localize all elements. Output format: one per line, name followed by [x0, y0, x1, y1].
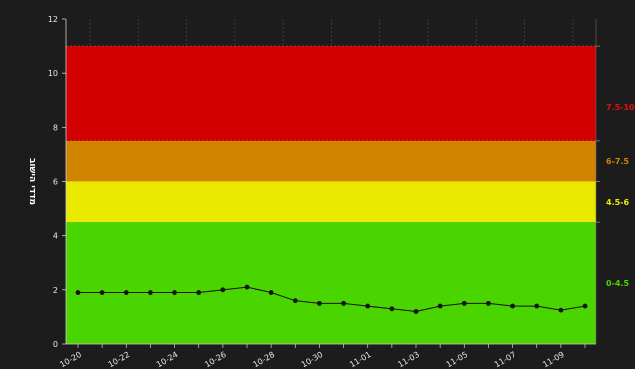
band-label-0-4.5: 0-4.5 — [606, 279, 629, 288]
data-point — [365, 303, 371, 309]
band-7.5-10 — [66, 46, 596, 141]
band-label-4.5-6: 4.5-6 — [606, 198, 629, 207]
band-4.5-6 — [66, 181, 596, 223]
data-point — [292, 298, 298, 304]
data-point — [172, 290, 177, 295]
band-0-4.5 — [66, 222, 596, 344]
y-tick-label: 8 — [53, 123, 58, 132]
labels-layer: מדדי הישוב 0-4.5 4.5-6 6-7.5 7.5-10 — [27, 103, 635, 288]
data-point — [75, 290, 81, 295]
y-tick-label: 6 — [53, 178, 58, 187]
band-6-7.5 — [66, 140, 596, 182]
band-label-6-7.5: 6-7.5 — [606, 157, 629, 166]
x-tick-label: 11-07 — [493, 350, 518, 369]
x-tick-label: 10-30 — [300, 350, 325, 369]
data-point — [317, 300, 322, 306]
data-point — [220, 287, 226, 293]
data-point — [413, 309, 419, 314]
data-point — [244, 284, 250, 290]
data-point — [389, 306, 395, 312]
data-point — [461, 300, 467, 306]
data-point — [268, 290, 274, 295]
y-tick-label: 10 — [48, 69, 58, 78]
x-tick-label: 11-03 — [396, 350, 421, 369]
x-tick-label: 10-22 — [107, 350, 132, 369]
data-point — [99, 290, 105, 295]
y-tick-label: 12 — [48, 15, 58, 24]
series-layer — [75, 284, 588, 314]
series-line — [78, 286, 586, 313]
x-tick-label: 11-05 — [445, 350, 470, 369]
y-tick-label: 2 — [53, 286, 58, 295]
data-point — [148, 290, 153, 295]
x-tick-label: 11-09 — [541, 350, 566, 369]
y-tick-label: 0 — [53, 340, 58, 349]
x-tick-label: 10-20 — [58, 350, 83, 369]
grid-layer — [66, 19, 596, 223]
data-point — [510, 303, 515, 309]
data-point — [196, 290, 202, 295]
data-point — [534, 303, 540, 309]
data-point — [123, 290, 129, 295]
x-tick-label: 10-26 — [203, 350, 228, 369]
y-axis-label: מדדי הישוב — [27, 158, 37, 205]
data-point — [437, 303, 443, 309]
y-tick-label: 4 — [53, 232, 58, 241]
data-point — [558, 307, 564, 313]
x-tick-label: 11-01 — [348, 350, 373, 369]
x-tick-label: 10-28 — [252, 350, 277, 369]
band-layer — [66, 19, 596, 344]
x-tick-label: 10-24 — [155, 350, 180, 369]
data-point — [341, 300, 346, 306]
data-point — [582, 303, 588, 309]
data-point — [486, 300, 491, 306]
band-label-7.5-10: 7.5-10 — [606, 103, 635, 112]
